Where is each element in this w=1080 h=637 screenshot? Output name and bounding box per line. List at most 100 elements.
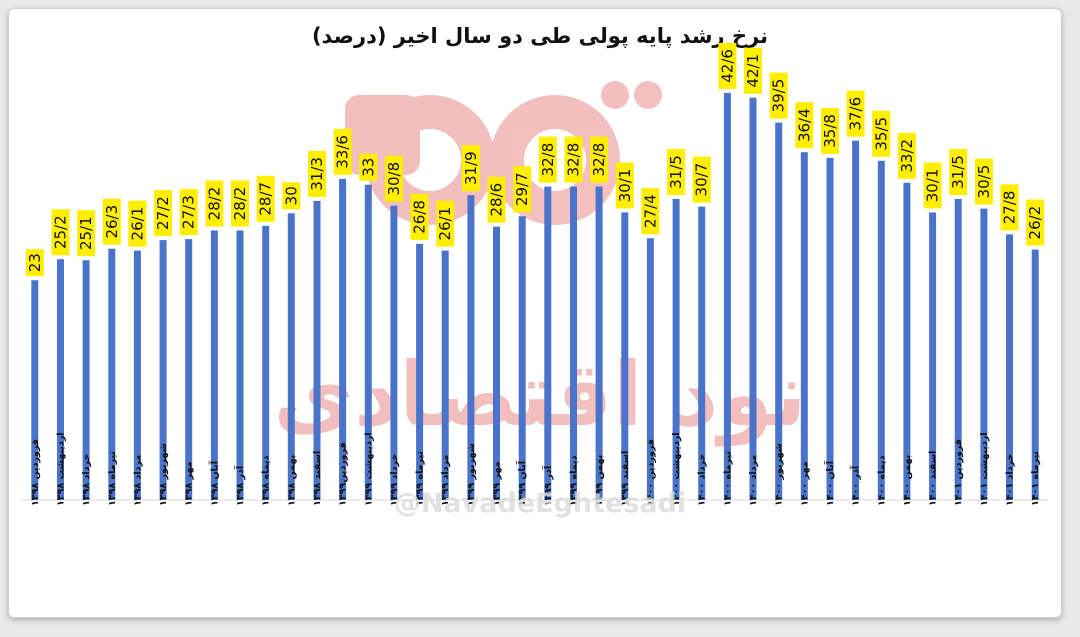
bar bbox=[313, 200, 321, 500]
data-label-text: 30/1 bbox=[924, 169, 942, 203]
tick-label: خرداد ۱۳۹۸ bbox=[81, 454, 92, 506]
bar bbox=[57, 259, 64, 500]
data-label-text: 27/8 bbox=[1001, 191, 1019, 225]
data-label-text: 31/9 bbox=[462, 151, 480, 185]
data-label: 30/1 bbox=[615, 162, 634, 209]
bar bbox=[416, 243, 424, 500]
data-label-highlight bbox=[744, 47, 762, 94]
data-label-highlight bbox=[51, 209, 70, 256]
bar bbox=[262, 225, 270, 501]
data-label: 33 bbox=[359, 153, 378, 181]
data-labels-group: 23 25/2 25/1 26/3 26/1 27/2 27/3 28/2 28/2 28/7 30… bbox=[25, 42, 1045, 277]
bar bbox=[1031, 249, 1039, 500]
data-label-highlight bbox=[154, 190, 173, 237]
tick-label: مرداد ۱۳۹۹ bbox=[440, 455, 451, 506]
bar bbox=[775, 122, 783, 500]
data-label-highlight bbox=[872, 110, 891, 157]
data-label-highlight bbox=[795, 102, 814, 149]
bar bbox=[159, 240, 167, 500]
bar bbox=[570, 186, 577, 500]
data-label-highlight bbox=[256, 175, 275, 222]
data-label-text: 27/4 bbox=[641, 194, 659, 228]
data-label: 25/2 bbox=[51, 209, 70, 256]
data-label-highlight bbox=[718, 42, 737, 89]
tick-label: تیرماه ۱۳۹۹ bbox=[415, 451, 426, 506]
data-label: 27/3 bbox=[179, 189, 198, 236]
data-label-text: 31/3 bbox=[308, 157, 326, 191]
tick-labels-group: فروردین ۱۳۹۸ اردیبهشت ۱۳۹۸ خرداد ۱۳۹۸ تیرما… bbox=[30, 432, 1041, 506]
bar bbox=[31, 280, 39, 500]
data-label-text: 36/4 bbox=[795, 108, 813, 142]
data-label: 33/2 bbox=[897, 132, 916, 179]
data-label-highlight bbox=[410, 193, 429, 240]
tick-label: آذر ۱۳۹۹ bbox=[541, 465, 554, 506]
data-label: 35/5 bbox=[872, 110, 891, 157]
tick-label: اردیبهشت ۱۴۰۰ bbox=[671, 432, 682, 506]
bar bbox=[133, 250, 141, 500]
data-label-text: 33/2 bbox=[898, 139, 916, 173]
tick-label: تیرماه ۱۳۹۸ bbox=[107, 451, 118, 506]
data-label: 36/4 bbox=[795, 102, 814, 149]
data-label: 33/6 bbox=[333, 128, 352, 175]
data-label-text: 30/5 bbox=[975, 165, 993, 199]
data-label-highlight bbox=[949, 149, 968, 195]
tick-label: تیرماه ۱۴۰۰ bbox=[722, 451, 733, 506]
watermark-bar bbox=[345, 95, 420, 175]
data-label-highlight bbox=[487, 176, 506, 223]
bar bbox=[339, 178, 347, 500]
data-label: 26/2 bbox=[1026, 199, 1045, 246]
tick-label: فروردین۱۳۹۹ bbox=[338, 442, 349, 506]
tick-label: فروردین ۱۴۰۱ bbox=[953, 439, 964, 506]
data-label: 27/4 bbox=[641, 188, 660, 235]
data-label: 39/5 bbox=[769, 72, 788, 119]
data-label: 30/1 bbox=[923, 162, 942, 209]
tick-label: مرداد ۱۳۹۸ bbox=[132, 455, 143, 506]
bar bbox=[236, 230, 244, 500]
data-label-text: 30/7 bbox=[693, 163, 711, 197]
data-label: 28/2 bbox=[231, 180, 249, 227]
data-label: 42/1 bbox=[744, 47, 762, 94]
tick-label: تیرماه ۱۴۰۱ bbox=[1030, 451, 1041, 506]
tick-label: اردیبهشت ۱۴۰۱ bbox=[979, 432, 990, 506]
data-label-highlight bbox=[77, 210, 96, 257]
data-label-highlight bbox=[333, 128, 352, 175]
data-label-text: 37/6 bbox=[847, 97, 865, 131]
watermark-brand-text: نود اقتصادی bbox=[273, 343, 806, 447]
bar bbox=[441, 250, 449, 500]
data-label-highlight bbox=[538, 136, 557, 183]
data-label: 30/8 bbox=[384, 155, 403, 202]
data-label-text: 30/8 bbox=[385, 162, 403, 196]
data-label-text: 42/1 bbox=[744, 54, 762, 88]
data-label-highlight bbox=[359, 153, 378, 181]
data-label-highlight bbox=[128, 200, 147, 247]
data-label: 26/3 bbox=[102, 198, 121, 245]
data-label-text: 32/8 bbox=[539, 143, 557, 177]
data-label-highlight bbox=[564, 136, 583, 183]
bar bbox=[646, 238, 654, 500]
bar bbox=[544, 186, 552, 500]
bars-group bbox=[31, 92, 1039, 501]
bar bbox=[698, 206, 706, 500]
data-label-text: 39/5 bbox=[770, 79, 788, 113]
data-label-highlight bbox=[821, 107, 839, 154]
tick-label: مرداد ۱۴۰۰ bbox=[748, 455, 759, 506]
bar bbox=[108, 248, 116, 500]
tick-label: دیماه ۱۴۰۰ bbox=[876, 455, 887, 506]
data-label-text: 28/6 bbox=[488, 183, 506, 217]
data-label: 32/8 bbox=[564, 136, 583, 183]
bar bbox=[390, 205, 398, 500]
data-label: 27/8 bbox=[1000, 184, 1019, 231]
data-label: 37/6 bbox=[846, 90, 865, 137]
data-label-highlight bbox=[308, 150, 326, 197]
tick-label: بهمن ۱۳۹۸ bbox=[286, 455, 297, 506]
tick-label: اسفند ۱۳۹۸ bbox=[312, 451, 323, 506]
tick-label: اسفند ۱۳۹۹ bbox=[620, 451, 631, 506]
tick-label: مهر ۱۴۰۰ bbox=[799, 461, 810, 506]
data-label-highlight bbox=[25, 249, 44, 277]
tick-label: آذر ۱۴۰۰ bbox=[849, 465, 862, 506]
data-label-text: 27/2 bbox=[154, 196, 172, 230]
bar bbox=[749, 97, 757, 500]
tick-label: دیماه ۱۳۹۹ bbox=[569, 455, 580, 506]
tick-label: مهر ۱۳۹۸ bbox=[184, 461, 195, 506]
tick-label: شهریور ۱۳۹۸ bbox=[158, 443, 169, 506]
